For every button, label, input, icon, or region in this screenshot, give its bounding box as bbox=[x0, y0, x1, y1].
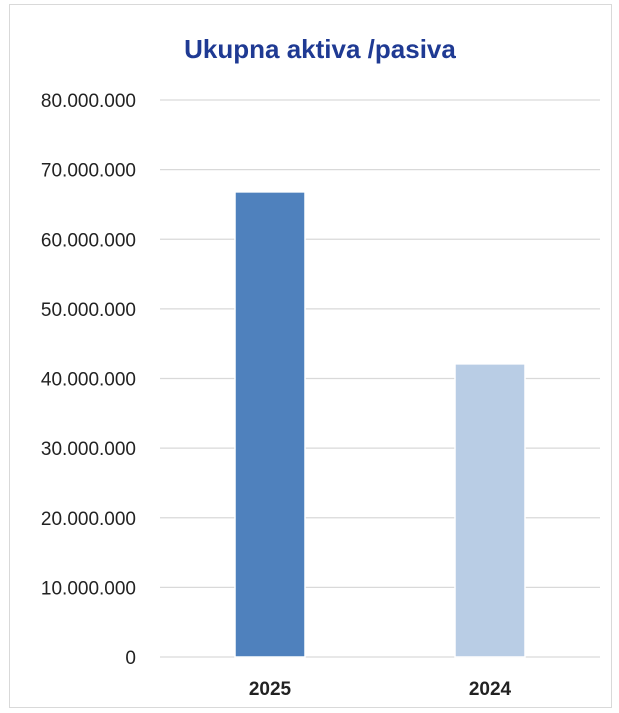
y-tick-label: 40.000.000 bbox=[41, 370, 136, 391]
x-axis-tick-labels: 2025 2024 bbox=[249, 679, 512, 700]
y-tick-label: 60.000.000 bbox=[41, 230, 136, 251]
y-tick-label: 30.000.000 bbox=[41, 439, 136, 460]
bar-2025 bbox=[234, 191, 306, 658]
y-tick-label: 10.000.000 bbox=[41, 578, 136, 599]
y-axis-tick-labels: 0 10.000.000 20.000.000 30.000.000 40.000.00… bbox=[41, 91, 136, 669]
x-tick-label: 2024 bbox=[469, 679, 512, 700]
x-tick-label: 2025 bbox=[249, 679, 292, 700]
chart-title: Ukupna aktiva /pasiva bbox=[184, 34, 456, 64]
y-tick-label: 50.000.000 bbox=[41, 300, 136, 321]
y-tick-label: 0 bbox=[125, 648, 136, 669]
bar-2024 bbox=[454, 363, 526, 658]
y-tick-label: 70.000.000 bbox=[41, 161, 136, 182]
y-tick-label: 20.000.000 bbox=[41, 509, 136, 530]
y-tick-label: 80.000.000 bbox=[41, 91, 136, 112]
gridlines bbox=[160, 99, 600, 658]
bars bbox=[234, 191, 526, 658]
